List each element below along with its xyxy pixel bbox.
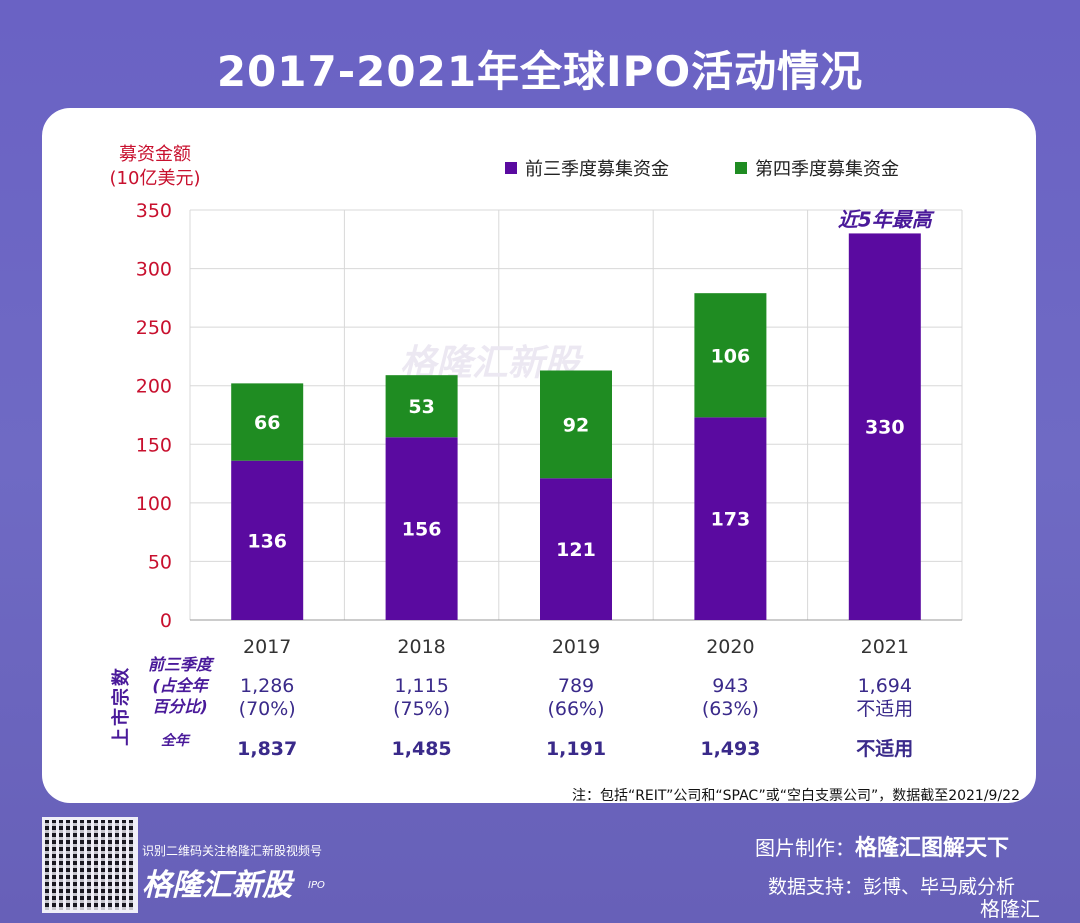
bar-value-label: 92 [563,414,589,436]
table-cell: 789 [558,675,594,697]
row-label: 全年 [161,732,191,749]
table-cell: 1,694 [858,675,912,697]
x-tick-label: 2019 [552,636,600,658]
data-source: 数据支持：彭博、毕马威分析 [768,876,1016,898]
table-cell: (70%) [239,698,296,720]
y-tick-label: 50 [148,551,172,573]
made-name: 格隆汇图解天下 [855,836,1010,861]
legend-swatch [505,162,517,174]
x-tick-label: 2018 [397,636,445,658]
bar-segment [694,417,767,620]
y-tick-label: 100 [136,493,172,515]
made-label: 图片制作： [755,836,855,860]
annotation: 近5年最高 [838,207,935,231]
table-cell: 1,191 [546,738,606,760]
bar-value-label: 136 [247,530,287,552]
table-cell: 不适用 [856,738,913,760]
bar-segment [848,233,921,620]
y-tick-label: 0 [160,610,172,632]
row-label: (占全年 [152,676,209,695]
bar-value-label: 156 [402,519,442,541]
page-title: 2017-2021年全球IPO活动情况 [216,47,864,96]
bar-segment [540,478,612,620]
y-axis-label: 募资金额 [119,144,191,165]
made-by: 图片制作：格隆汇图解天下 [755,830,1009,862]
table-side-label: 上市宗数 [111,666,132,746]
table-cell: (66%) [547,698,604,720]
legend-label: 第四季度募集资金 [755,159,899,180]
qr-code[interactable] [42,817,138,913]
y-tick-label: 150 [136,434,172,456]
bar-segment [231,383,304,461]
bar-value-label: 330 [865,417,905,439]
table-cell: 1,115 [394,675,448,697]
bar-segment [540,370,612,479]
table-cell: 1,837 [237,738,297,760]
y-tick-label: 350 [136,200,172,222]
x-tick-label: 2020 [706,636,754,658]
table-cell: 1,286 [240,675,294,697]
y-axis-label: (10亿美元) [110,168,201,189]
brand-logo: 格隆汇新股 [142,868,292,903]
bar-segment [385,375,458,438]
legend-label: 前三季度募集资金 [525,159,669,180]
y-tick-label: 200 [136,376,172,398]
legend-swatch [735,162,747,174]
footnote: 注：包括“REIT”公司和“SPAC”或“空白支票公司”，数据截至2021/9/… [571,788,1020,804]
bar-value-label: 121 [556,539,596,561]
bar-value-label: 53 [408,396,434,418]
x-tick-label: 2017 [243,636,291,658]
table-cell: 943 [712,675,748,697]
table-cell: (75%) [393,698,450,720]
table-cell: 1,485 [392,738,452,760]
corner-watermark: 格隆汇 [980,897,1040,921]
row-label: 前三季度 [148,655,215,674]
table-cell: 不适用 [856,698,913,720]
bar-value-label: 106 [711,345,751,367]
table-cell: (63%) [702,698,759,720]
bar-value-label: 173 [711,509,751,531]
table-cell: 1,493 [700,738,760,760]
y-tick-label: 250 [136,317,172,339]
bar-segment [385,437,458,620]
bar-segment [694,293,767,418]
y-tick-label: 300 [136,259,172,281]
row-label: 百分比) [152,697,207,716]
x-tick-label: 2021 [861,636,909,658]
scan-hint: 识别二维码关注格隆汇新股视频号 [142,844,323,858]
bar-segment [231,460,304,620]
bar-value-label: 66 [254,412,280,434]
brand-ipo: IPO [308,880,325,891]
